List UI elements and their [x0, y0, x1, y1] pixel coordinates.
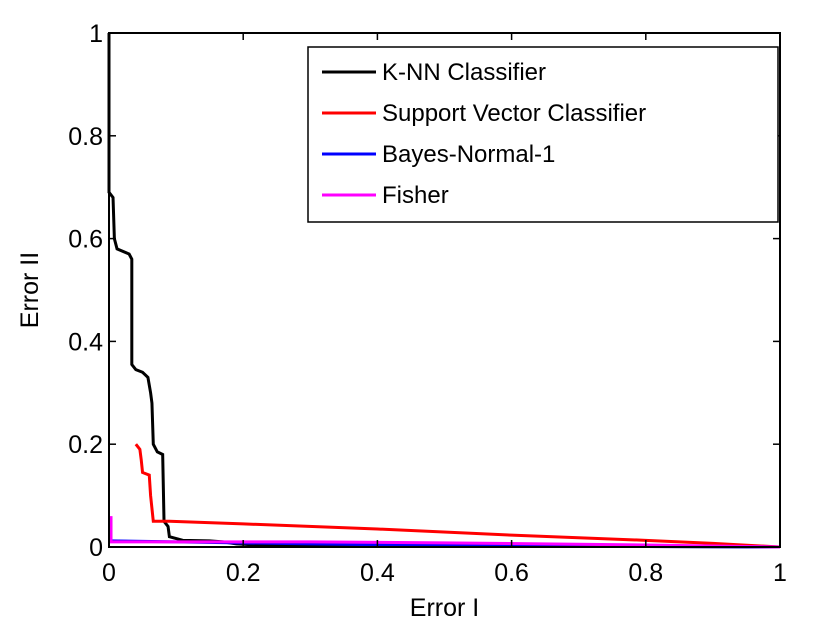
x-axis-ticks: 0 0.2 0.4 0.6 0.8 1	[102, 33, 787, 587]
legend-label-1: K-NN Classifier	[382, 59, 546, 86]
x-axis-label: Error I	[410, 594, 479, 622]
x-tick-label: 0.8	[628, 559, 663, 587]
x-tick-label: 0.2	[226, 559, 261, 587]
y-tick-label: 0	[89, 534, 103, 562]
y-tick-label: 0.8	[68, 123, 103, 151]
x-tick-label: 0.6	[494, 559, 529, 587]
y-tick-label: 1	[89, 20, 103, 48]
y-axis-ticks: 0 0.2 0.4 0.6 0.8 1	[68, 20, 780, 562]
x-tick-label: 0	[102, 559, 116, 587]
legend: K-NN Classifier Support Vector Classifier…	[307, 46, 779, 223]
legend-label-3: Bayes-Normal-1	[382, 141, 555, 168]
x-tick-label: 1	[773, 559, 787, 587]
y-axis-label: Error II	[16, 252, 44, 328]
legend-box	[307, 46, 779, 223]
series-line-2	[134, 443, 781, 549]
legend-label-4: Fisher	[382, 182, 449, 209]
x-tick-label: 0.4	[360, 559, 395, 587]
y-tick-label: 0.6	[68, 226, 103, 254]
y-tick-label: 0.4	[68, 328, 103, 356]
plot-frame	[108, 32, 781, 548]
legend-label-2: Support Vector Classifier	[382, 100, 646, 127]
y-tick-label: 0.2	[68, 431, 103, 459]
